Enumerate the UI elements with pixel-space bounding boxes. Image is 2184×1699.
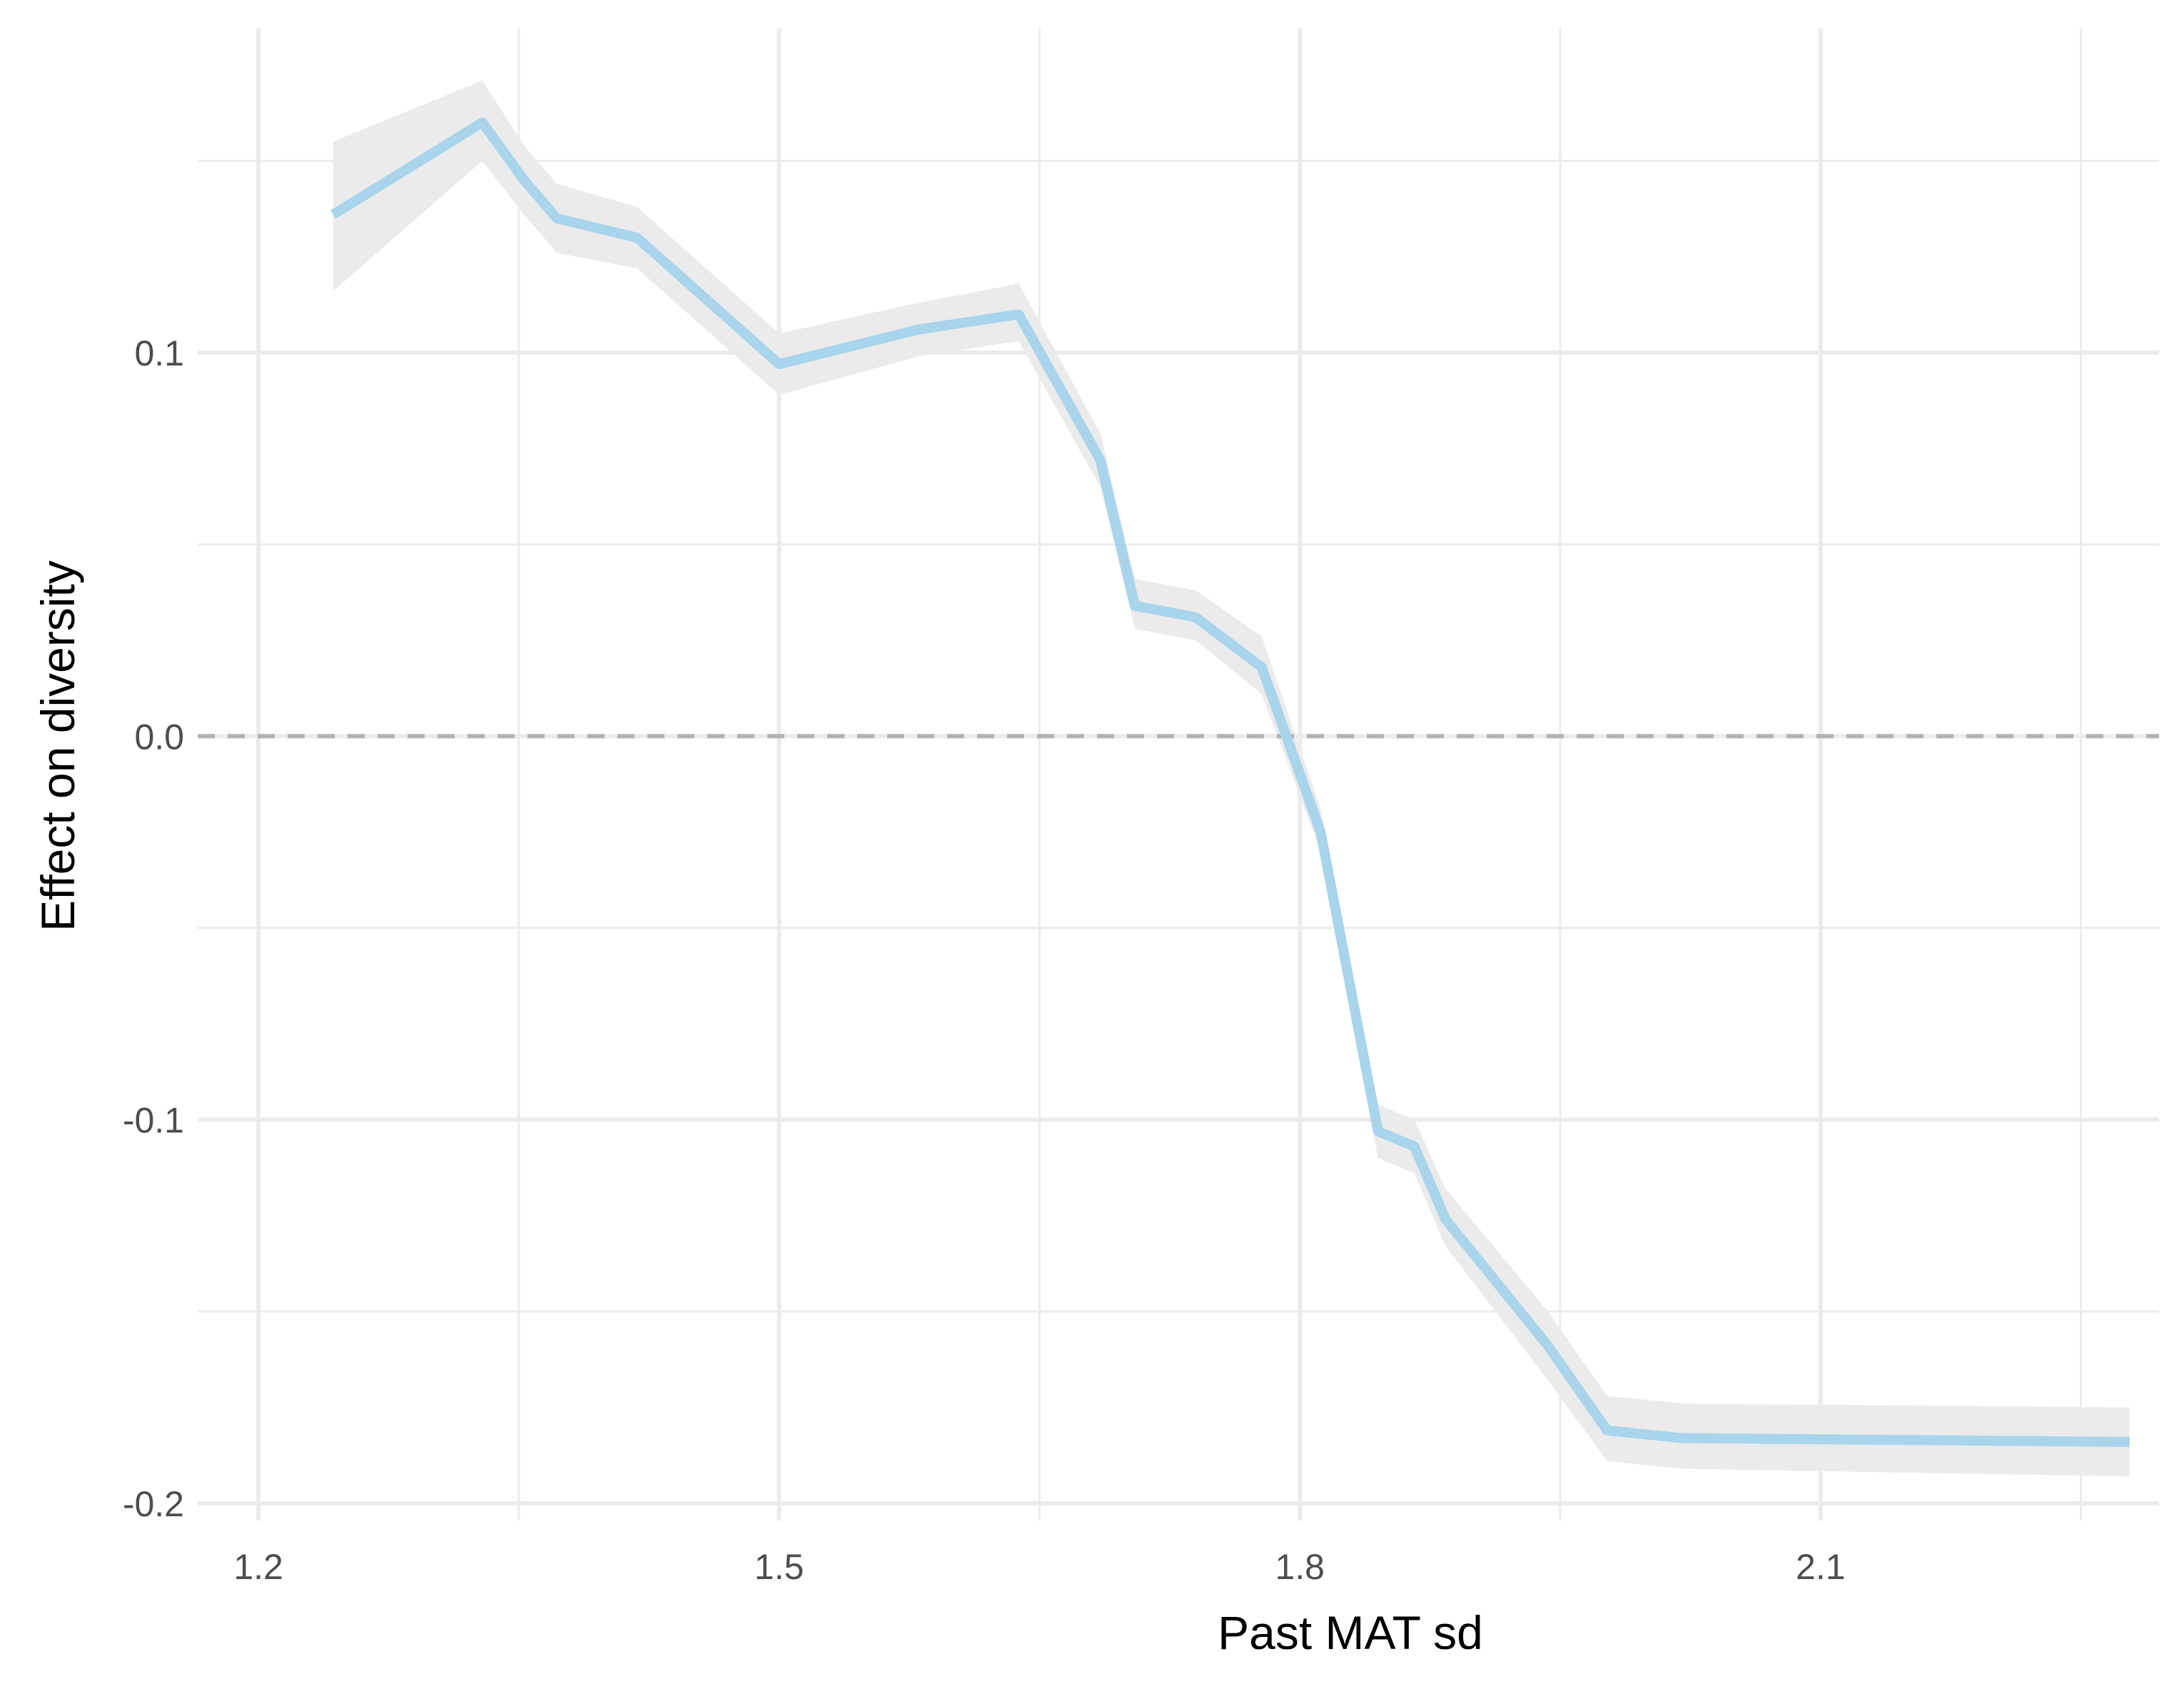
y-tick-labels: -0.2 -0.1 0.0 0.1 xyxy=(123,333,184,1524)
y-axis-title: Effect on diversity xyxy=(31,560,84,932)
x-tick-label: 1.5 xyxy=(754,1547,804,1587)
x-axis-title: Past MAT sd xyxy=(1218,1606,1483,1659)
confidence-band xyxy=(333,80,2130,1477)
y-tick-label: 0.0 xyxy=(134,717,184,757)
y-tick-label: -0.1 xyxy=(123,1101,184,1141)
minor-gridlines xyxy=(198,29,2159,1521)
x-tick-labels: 1.2 1.5 1.8 2.1 xyxy=(233,1547,1845,1587)
confidence-band-layer xyxy=(333,80,2130,1477)
y-tick-label: 0.1 xyxy=(134,333,184,373)
x-tick-label: 1.8 xyxy=(1275,1547,1325,1587)
x-tick-label: 1.2 xyxy=(233,1547,283,1587)
major-gridlines xyxy=(198,29,2159,1521)
x-tick-label: 2.1 xyxy=(1796,1547,1846,1587)
y-tick-label: -0.2 xyxy=(123,1484,184,1524)
series-line-layer xyxy=(330,117,2130,1447)
effect-line xyxy=(330,117,2130,1447)
